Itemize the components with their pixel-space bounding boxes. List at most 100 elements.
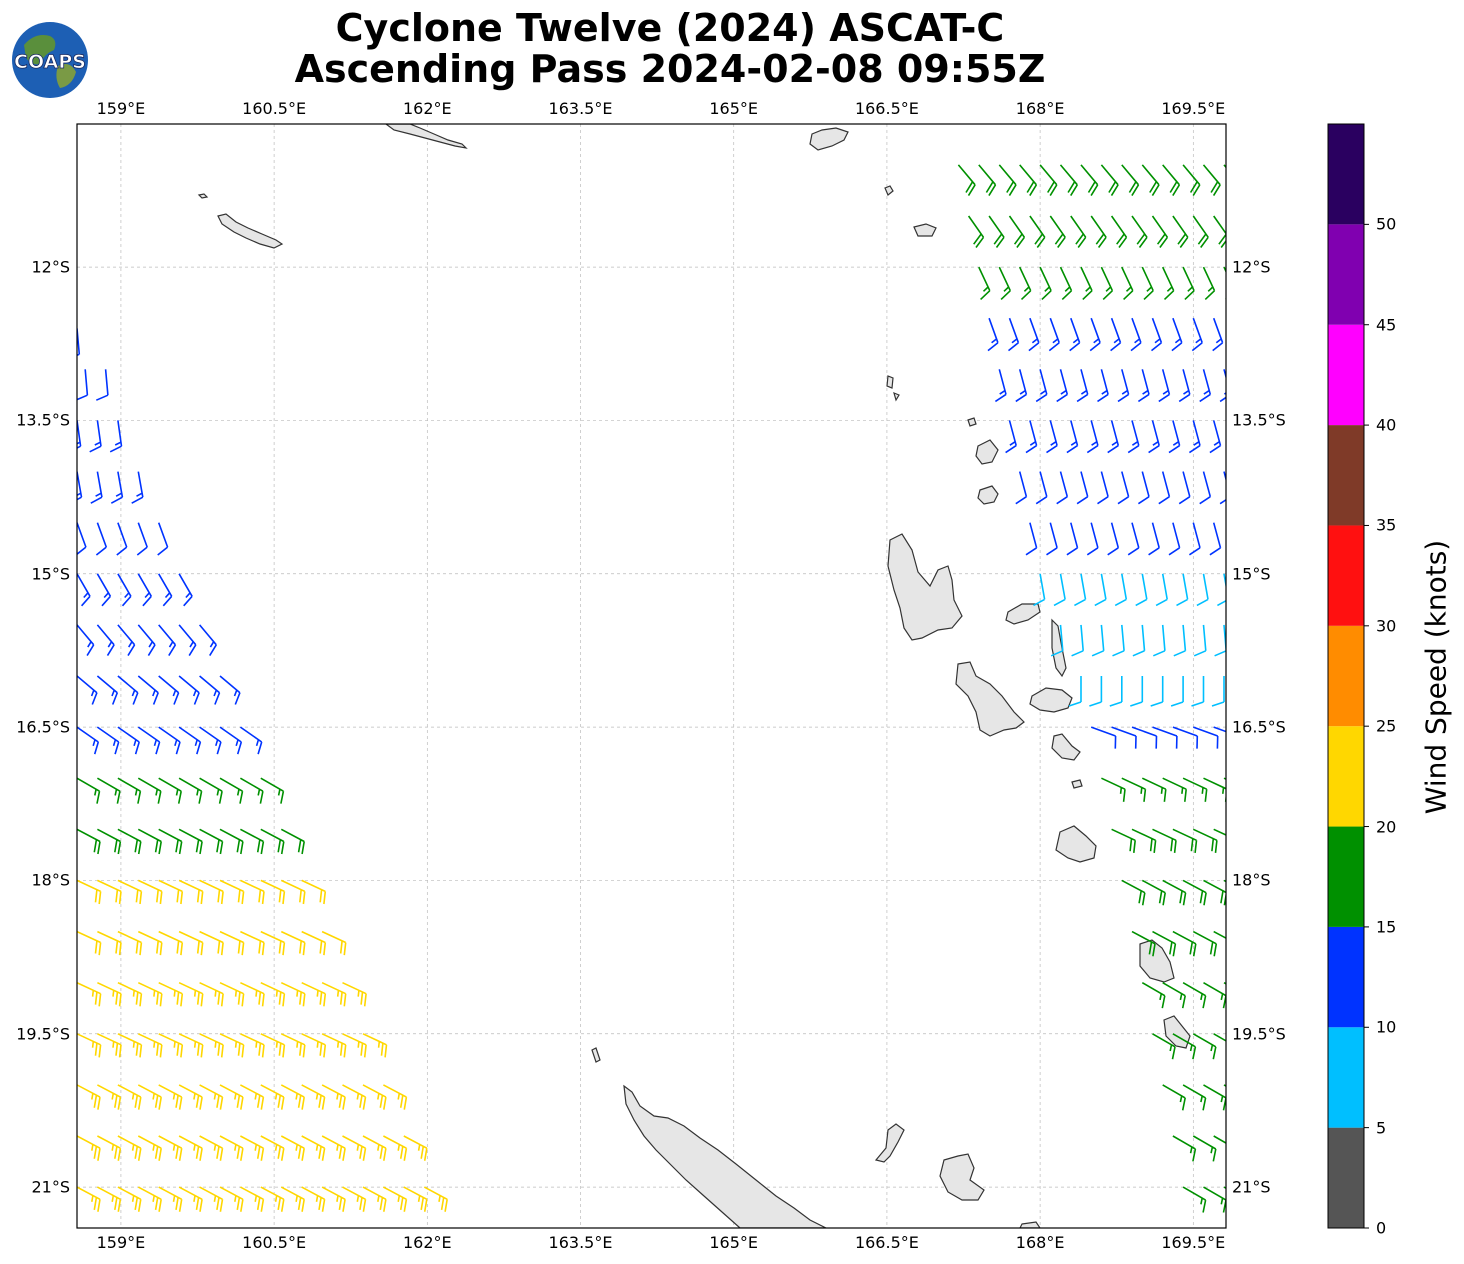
island-maewo: [977, 485, 999, 505]
colorbar-tick-label: 35: [1376, 515, 1397, 535]
wind-barb: [383, 1084, 408, 1110]
wind-barb: [1152, 828, 1177, 853]
wind-barb: [77, 777, 101, 804]
wind-barb: [240, 1186, 265, 1212]
wind-barb: [178, 1186, 203, 1212]
wind-barb: [1029, 215, 1046, 248]
wind-barb: [1130, 317, 1142, 352]
wind-barb: [158, 675, 180, 705]
lon-tick-label: 162°E: [402, 99, 452, 118]
wind-barb: [240, 879, 265, 905]
wind-barb: [260, 879, 286, 905]
wind-barb: [97, 981, 122, 1007]
wind-barb: [97, 930, 122, 956]
wind-barb: [403, 1135, 428, 1161]
wind-barb: [1219, 471, 1226, 505]
wind-barb: [1025, 522, 1038, 556]
wind-barb: [260, 1033, 286, 1058]
island-epi: [1051, 733, 1081, 761]
wind-barb: [1217, 573, 1226, 607]
wind-barb: [77, 420, 82, 449]
wind-barb: [1202, 164, 1221, 197]
wind-barb: [1148, 522, 1160, 556]
wind-barb: [260, 981, 286, 1007]
map-frame: [76, 123, 1227, 1229]
wind-barb: [1056, 471, 1069, 505]
wind-barb: [158, 726, 181, 755]
wind-barb: [89, 420, 102, 453]
wind-barb: [219, 981, 245, 1007]
wind-barb: [1170, 676, 1184, 707]
wind-barb: [1090, 215, 1107, 248]
wind-barb: [96, 675, 119, 705]
colorbar-label: Wind Speed (knots): [1419, 539, 1453, 815]
wind-barb: [239, 777, 264, 804]
wind-barb: [1182, 1084, 1207, 1111]
island-malekula: [955, 661, 1025, 737]
wind-barb: [301, 930, 327, 956]
wind-barb: [1192, 930, 1218, 957]
wind-barb: [1121, 879, 1146, 906]
colorbar-tick-label: 0: [1376, 1218, 1387, 1238]
lat-tick-label: 21°S: [31, 1177, 70, 1197]
wind-barb: [157, 522, 169, 556]
wind-barb: [1076, 471, 1089, 505]
wind-barb: [1100, 266, 1114, 300]
wind-barb: [260, 1084, 285, 1110]
wind-barb: [77, 1186, 101, 1212]
wind-barb: [1162, 164, 1181, 197]
lon-tick-label: 160.5°E: [242, 1233, 307, 1252]
wind-barb: [1172, 1135, 1197, 1162]
wind-barb: [967, 215, 985, 248]
colorbar-bin: [1328, 1127, 1364, 1228]
wind-barb: [77, 1084, 101, 1110]
wind-barb: [1137, 369, 1150, 403]
wind-barb: [137, 624, 156, 657]
lon-tick-label: 166.5°E: [854, 1233, 919, 1252]
wind-barb: [117, 1135, 142, 1161]
globe-icon: COAPS: [12, 22, 88, 98]
wind-barb: [117, 624, 136, 657]
wind-barb: [1173, 624, 1187, 657]
chart-title-line1: Cyclone Twelve (2024) ASCAT-C: [335, 6, 1005, 50]
wind-barb: [1141, 879, 1166, 906]
wind-barb: [97, 1033, 122, 1058]
wind-barb: [1107, 420, 1120, 454]
wind-barb: [158, 1033, 184, 1058]
wind-barb: [1131, 930, 1156, 957]
wind-barb: [1172, 215, 1189, 248]
lat-tick-label: 15°S: [31, 564, 70, 584]
wind-barb: [1151, 317, 1163, 352]
wind-barb: [137, 726, 161, 755]
wind-barb: [1070, 215, 1087, 248]
wind-barb: [1086, 522, 1099, 556]
wind-barb: [1219, 369, 1226, 403]
wind-barb: [117, 1186, 142, 1212]
island-chesterfield: [591, 1047, 601, 1063]
wind-barb: [321, 1084, 346, 1110]
island-tinakula: [884, 185, 894, 196]
wind-barb: [77, 369, 89, 401]
colorbar-tick-label: 40: [1376, 415, 1397, 435]
wind-barb: [1097, 369, 1109, 403]
lat-tick-label: 13.5°S: [16, 410, 70, 430]
wind-barb: [998, 266, 1012, 300]
lat-tick-label: 15°S: [1232, 564, 1271, 584]
island-tongoa: [1071, 779, 1083, 789]
wind-barb: [1172, 726, 1199, 749]
wind-barb: [137, 777, 162, 804]
chart-title-line2: Ascending Pass 2024-02-08 09:55Z: [294, 47, 1046, 91]
wind-barb: [342, 1033, 367, 1058]
wind-barb: [97, 828, 122, 855]
island-ambrym: [1029, 687, 1073, 713]
wind-barb: [178, 726, 202, 755]
wind-barb: [1141, 266, 1154, 300]
wind-barb: [301, 879, 327, 905]
wind-barb: [1117, 369, 1130, 403]
wind-barb: [137, 1084, 162, 1110]
wind-barb: [1168, 420, 1181, 454]
wind-barb: [158, 1084, 183, 1110]
wind-barb: [1089, 676, 1103, 707]
wind-barb: [342, 981, 367, 1007]
colorbar-bin: [1328, 1027, 1364, 1128]
